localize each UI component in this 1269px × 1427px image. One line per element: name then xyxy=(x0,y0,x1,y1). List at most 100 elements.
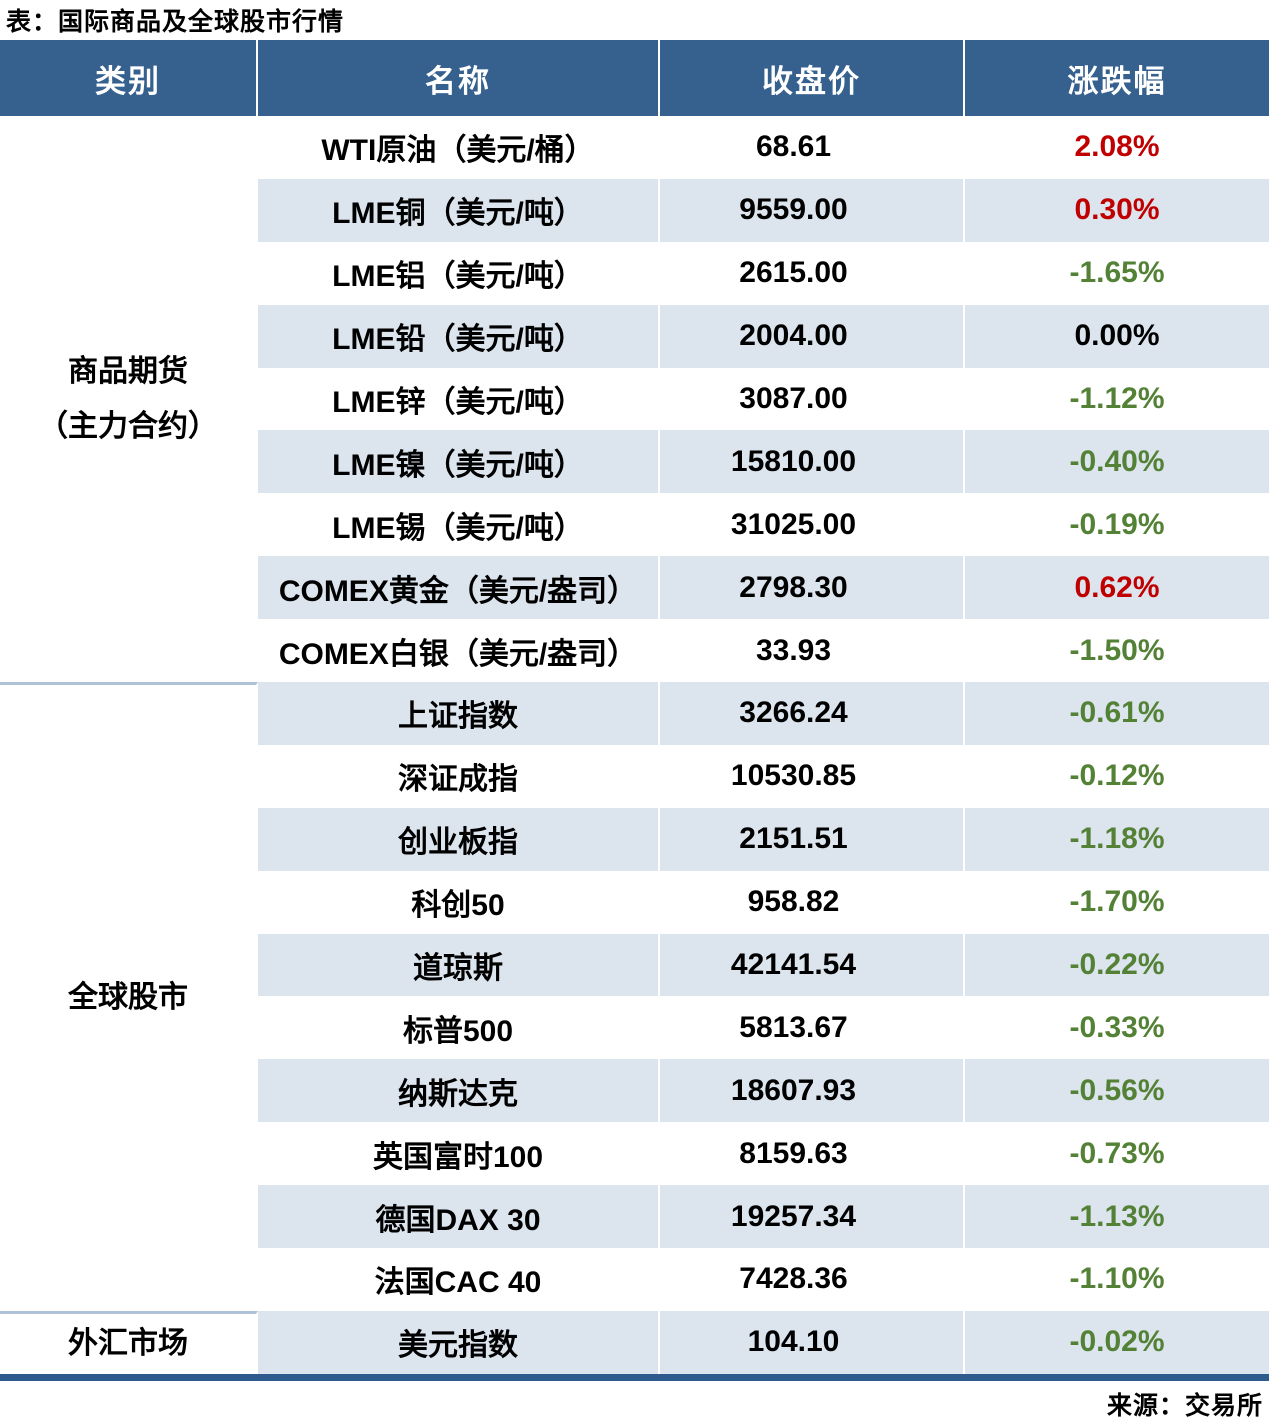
category-cell-fx-market: 外汇市场 xyxy=(0,1310,258,1374)
change-cell: -0.33% xyxy=(1069,1010,1165,1044)
market-table: 类别 名称 收盘价 涨跌幅 商品期货 （主力合约） WTI原油（美元/桶） 68… xyxy=(0,40,1269,1381)
name-cell: LME锡（美元/吨） xyxy=(258,493,660,557)
name-cell: 德国DAX 30 xyxy=(258,1185,660,1249)
column-header-category: 类别 xyxy=(0,40,258,116)
name-cell: 上证指数 xyxy=(258,682,660,745)
change-cell: -1.10% xyxy=(1069,1262,1165,1296)
name-cell: 纳斯达克 xyxy=(258,1059,660,1123)
table-row: 法国CAC 40 7428.36 -1.10% xyxy=(258,1248,1269,1311)
name-cell: COMEX黄金（美元/盎司） xyxy=(258,556,660,620)
close-cell: 3266.24 xyxy=(660,682,965,745)
close-cell: 18607.93 xyxy=(660,1059,965,1123)
change-cell: -1.12% xyxy=(1069,382,1165,415)
table-row: COMEX黄金（美元/盎司） 2798.30 0.62% xyxy=(258,556,1269,620)
name-cell: 美元指数 xyxy=(258,1310,660,1374)
close-cell: 2615.00 xyxy=(660,241,965,305)
table-row: WTI原油（美元/桶） 68.61 2.08% xyxy=(258,116,1269,179)
section-global-stocks: 全球股市 上证指数 3266.24 -0.61% 深证成指 10530.85 -… xyxy=(0,682,1269,1311)
close-cell: 2798.30 xyxy=(660,556,965,620)
table-row: 英国富时100 8159.63 -0.73% xyxy=(258,1122,1269,1186)
column-header-name: 名称 xyxy=(258,40,660,116)
change-cell: -0.02% xyxy=(1069,1325,1165,1359)
table-row: LME铅（美元/吨） 2004.00 0.00% xyxy=(258,304,1269,368)
category-line: 外汇市场 xyxy=(68,1327,188,1361)
close-cell: 33.93 xyxy=(660,619,965,683)
change-cell: -1.13% xyxy=(1069,1199,1165,1233)
change-cell: -0.56% xyxy=(1069,1073,1165,1107)
table-row: 创业板指 2151.51 -1.18% xyxy=(258,807,1269,871)
name-cell: LME镍（美元/吨） xyxy=(258,430,660,494)
change-cell: -0.61% xyxy=(1069,696,1165,730)
table-row: LME铜（美元/吨） 9559.00 0.30% xyxy=(258,178,1269,242)
section-rows: 上证指数 3266.24 -0.61% 深证成指 10530.85 -0.12%… xyxy=(258,682,1269,1311)
close-cell: 15810.00 xyxy=(660,430,965,494)
table-row: 上证指数 3266.24 -0.61% xyxy=(258,682,1269,745)
close-cell: 958.82 xyxy=(660,870,965,934)
category-line: （主力合约） xyxy=(38,410,218,443)
table-row: LME铝（美元/吨） 2615.00 -1.65% xyxy=(258,241,1269,305)
category-cell-global-stocks: 全球股市 xyxy=(0,682,258,1311)
section-fx-market: 外汇市场 美元指数 104.10 -0.02% xyxy=(0,1310,1269,1374)
table-row: 标普500 5813.67 -0.33% xyxy=(258,996,1269,1060)
name-cell: 科创50 xyxy=(258,870,660,934)
table-row: 美元指数 104.10 -0.02% xyxy=(258,1310,1269,1374)
change-cell: -1.65% xyxy=(1069,256,1165,290)
close-cell: 10530.85 xyxy=(660,744,965,808)
close-cell: 2151.51 xyxy=(660,807,965,871)
close-cell: 68.61 xyxy=(660,116,965,179)
change-cell: -0.22% xyxy=(1069,948,1165,982)
change-cell: -1.70% xyxy=(1069,885,1165,919)
change-cell: -1.18% xyxy=(1069,822,1165,856)
section-commodity-futures: 商品期货 （主力合约） WTI原油（美元/桶） 68.61 2.08% LME铜… xyxy=(0,116,1269,683)
change-cell: -0.40% xyxy=(1069,444,1165,478)
name-cell: 深证成指 xyxy=(258,744,660,808)
column-header-close: 收盘价 xyxy=(660,40,965,116)
table-row: COMEX白银（美元/盎司） 33.93 -1.50% xyxy=(258,619,1269,683)
close-cell: 3087.00 xyxy=(660,367,965,431)
name-cell: LME铝（美元/吨） xyxy=(258,241,660,305)
name-cell: LME铅（美元/吨） xyxy=(258,304,660,368)
table-row: 科创50 958.82 -1.70% xyxy=(258,870,1269,934)
change-cell: -0.12% xyxy=(1069,759,1165,793)
close-cell: 104.10 xyxy=(660,1310,965,1374)
change-cell: 0.62% xyxy=(1074,570,1160,604)
name-cell: LME锌（美元/吨） xyxy=(258,367,660,431)
name-cell: COMEX白银（美元/盎司） xyxy=(258,619,660,683)
change-cell: 0.00% xyxy=(1074,319,1160,353)
table-row: 道琼斯 42141.54 -0.22% xyxy=(258,933,1269,997)
table-row: 纳斯达克 18607.93 -0.56% xyxy=(258,1059,1269,1123)
column-header-change: 涨跌幅 xyxy=(1067,63,1167,99)
change-cell: -0.73% xyxy=(1069,1136,1165,1170)
category-cell-commodity-futures: 商品期货 （主力合约） xyxy=(0,116,258,683)
name-cell: 创业板指 xyxy=(258,807,660,871)
table-title: 表：国际商品及全球股市行情 xyxy=(6,8,345,36)
name-cell: 法国CAC 40 xyxy=(258,1248,660,1311)
section-rows: WTI原油（美元/桶） 68.61 2.08% LME铜（美元/吨） 9559.… xyxy=(258,116,1269,683)
name-cell: 标普500 xyxy=(258,996,660,1060)
section-rows: 美元指数 104.10 -0.02% xyxy=(258,1310,1269,1374)
close-cell: 5813.67 xyxy=(660,996,965,1060)
category-line: 商品期货 xyxy=(68,354,188,388)
table-bottom-border xyxy=(0,1373,1269,1381)
change-cell: 2.08% xyxy=(1074,130,1160,164)
close-cell: 7428.36 xyxy=(660,1248,965,1311)
table-row: LME镍（美元/吨） 15810.00 -0.40% xyxy=(258,430,1269,494)
table-row: LME锌（美元/吨） 3087.00 -1.12% xyxy=(258,367,1269,431)
change-cell: -1.50% xyxy=(1069,633,1165,667)
table-row: 德国DAX 30 19257.34 -1.13% xyxy=(258,1185,1269,1249)
close-cell: 31025.00 xyxy=(660,493,965,557)
change-cell: 0.30% xyxy=(1074,193,1160,227)
category-line: 全球股市 xyxy=(68,981,188,1015)
close-cell: 2004.00 xyxy=(660,304,965,368)
table-row: LME锡（美元/吨） 31025.00 -0.19% xyxy=(258,493,1269,557)
table-row: 深证成指 10530.85 -0.12% xyxy=(258,744,1269,808)
close-cell: 8159.63 xyxy=(660,1122,965,1186)
name-cell: 道琼斯 xyxy=(258,933,660,997)
name-cell: 英国富时100 xyxy=(258,1122,660,1186)
close-cell: 42141.54 xyxy=(660,933,965,997)
name-cell: LME铜（美元/吨） xyxy=(258,178,660,242)
change-cell: -0.19% xyxy=(1069,507,1165,541)
table-header-row: 类别 名称 收盘价 涨跌幅 xyxy=(0,40,1269,116)
name-cell: WTI原油（美元/桶） xyxy=(258,116,660,179)
